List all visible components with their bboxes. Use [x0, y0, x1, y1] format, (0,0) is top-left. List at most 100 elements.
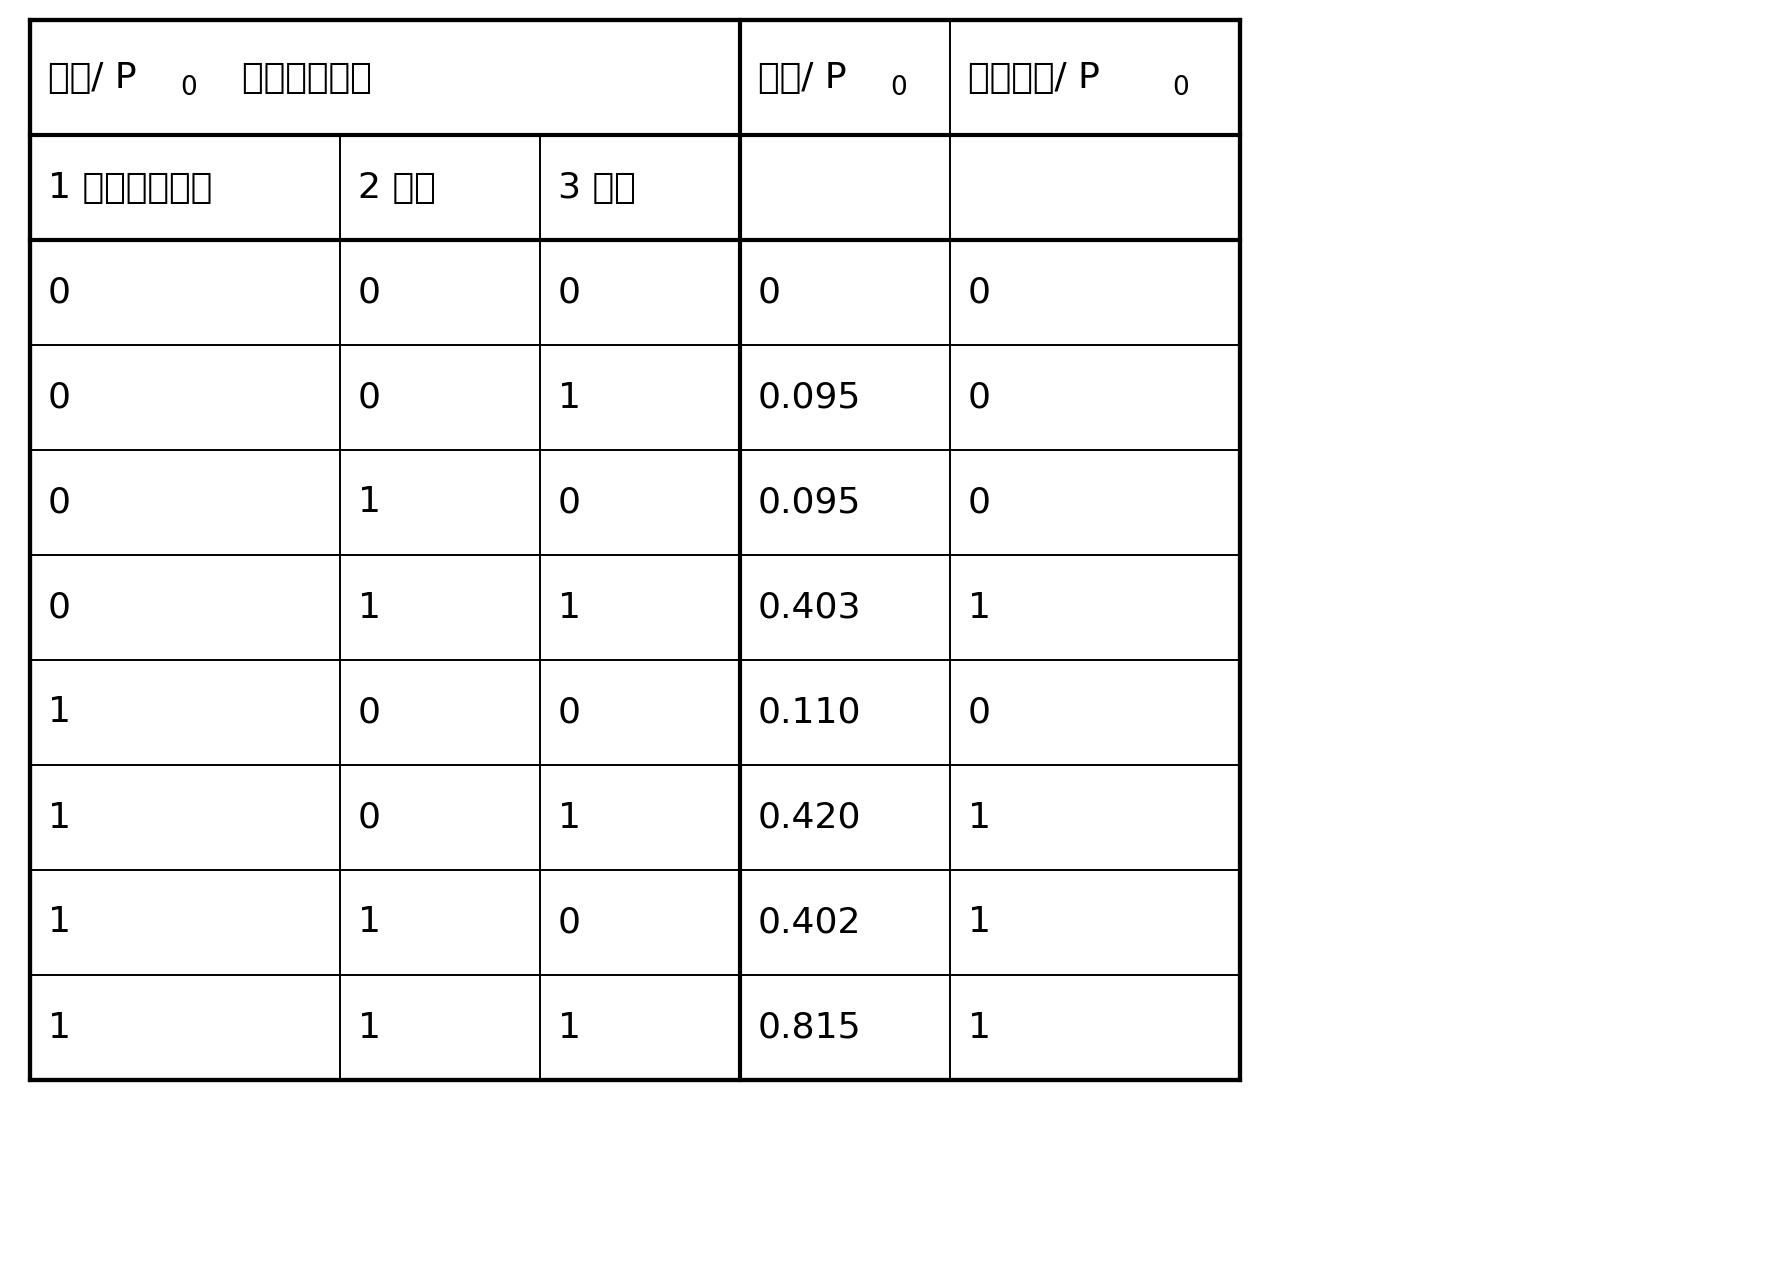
Text: 0: 0: [1173, 76, 1189, 101]
Bar: [540, 660, 740, 765]
Text: 0.403: 0.403: [758, 590, 862, 624]
Bar: [341, 870, 540, 975]
Text: 0.420: 0.420: [758, 800, 862, 834]
Bar: [540, 765, 740, 870]
Bar: [341, 555, 540, 660]
Text: 0: 0: [968, 381, 991, 414]
Text: 1: 1: [558, 1010, 581, 1044]
Bar: [341, 241, 540, 346]
Bar: [341, 20, 540, 135]
Text: 0: 0: [358, 381, 381, 414]
Text: 输入/ P: 输入/ P: [48, 61, 136, 95]
Text: 0.110: 0.110: [758, 695, 862, 729]
Bar: [540, 241, 740, 346]
Text: 0: 0: [890, 76, 906, 101]
Bar: [950, 765, 1240, 870]
Text: 0: 0: [558, 905, 581, 939]
Bar: [740, 555, 950, 660]
Text: 0: 0: [358, 695, 381, 729]
Bar: [540, 975, 740, 1080]
Bar: [30, 449, 341, 555]
Text: 1: 1: [968, 905, 991, 939]
Bar: [950, 346, 1240, 449]
Text: 0: 0: [48, 485, 71, 519]
Text: 1: 1: [48, 695, 71, 729]
Bar: [950, 555, 1240, 660]
Text: 0: 0: [558, 485, 581, 519]
Text: 1: 1: [48, 1010, 71, 1044]
Bar: [950, 241, 1240, 346]
Bar: [540, 870, 740, 975]
Text: 0.815: 0.815: [758, 1010, 862, 1044]
Bar: [950, 870, 1240, 975]
Bar: [32, 22, 738, 134]
Text: 0: 0: [558, 695, 581, 729]
Bar: [740, 135, 950, 241]
Bar: [540, 20, 740, 135]
Text: 1: 1: [358, 590, 381, 624]
Bar: [30, 20, 341, 135]
Bar: [30, 975, 341, 1080]
Text: 0: 0: [758, 276, 781, 309]
Text: 1: 1: [48, 800, 71, 834]
Text: 1: 1: [358, 1010, 381, 1044]
Bar: [30, 135, 341, 241]
Text: 0: 0: [358, 276, 381, 309]
Bar: [540, 449, 740, 555]
Bar: [341, 449, 540, 555]
Bar: [30, 241, 341, 346]
Bar: [740, 870, 950, 975]
Text: 3 端口: 3 端口: [558, 171, 636, 205]
Text: 1: 1: [968, 1010, 991, 1044]
Bar: [950, 449, 1240, 555]
Bar: [950, 975, 1240, 1080]
Text: 1: 1: [968, 590, 991, 624]
Text: 1: 1: [358, 485, 381, 519]
Text: 0: 0: [48, 276, 71, 309]
Text: 1: 1: [558, 590, 581, 624]
Bar: [540, 346, 740, 449]
Bar: [740, 765, 950, 870]
Text: 2 端口: 2 端口: [358, 171, 436, 205]
Bar: [341, 975, 540, 1080]
Text: 0: 0: [358, 800, 381, 834]
Bar: [740, 346, 950, 449]
Text: 0: 0: [558, 276, 581, 309]
Text: 0: 0: [48, 381, 71, 414]
Bar: [740, 449, 950, 555]
Text: 0: 0: [968, 276, 991, 309]
Text: 1: 1: [558, 381, 581, 414]
Text: 0.402: 0.402: [758, 905, 862, 939]
Bar: [30, 660, 341, 765]
Text: 逻辑输出/ P: 逻辑输出/ P: [968, 61, 1100, 95]
Bar: [341, 660, 540, 765]
Text: 0: 0: [180, 76, 196, 101]
Bar: [30, 20, 1240, 1080]
Bar: [30, 346, 341, 449]
Bar: [30, 555, 341, 660]
Text: 1: 1: [968, 800, 991, 834]
Bar: [540, 135, 740, 241]
Text: 0.095: 0.095: [758, 485, 862, 519]
Text: 1: 1: [358, 905, 381, 939]
Text: 0.095: 0.095: [758, 381, 862, 414]
Bar: [30, 870, 341, 975]
Text: 1 端口（控制）: 1 端口（控制）: [48, 171, 212, 205]
Bar: [540, 555, 740, 660]
Bar: [30, 765, 341, 870]
Bar: [740, 660, 950, 765]
Text: 0: 0: [968, 485, 991, 519]
Bar: [950, 135, 1240, 241]
Bar: [740, 241, 950, 346]
Bar: [341, 135, 540, 241]
Text: 0: 0: [968, 695, 991, 729]
Bar: [30, 20, 1240, 1080]
Bar: [740, 20, 950, 135]
Text: （逻辑输入）: （逻辑输入）: [196, 61, 371, 95]
Bar: [740, 975, 950, 1080]
Bar: [341, 765, 540, 870]
Text: 1: 1: [558, 800, 581, 834]
Bar: [950, 660, 1240, 765]
Text: 1: 1: [48, 905, 71, 939]
Bar: [950, 20, 1240, 135]
